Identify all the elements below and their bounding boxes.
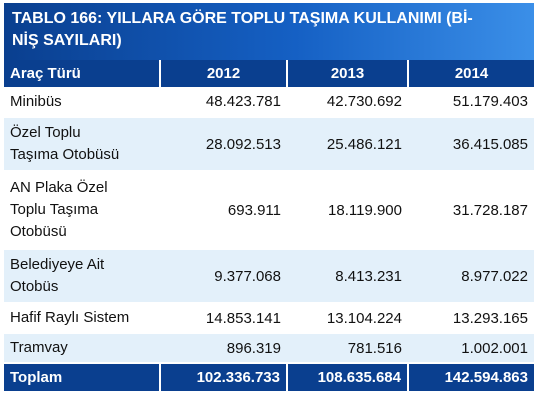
table-row: Tramvay 896.319 781.516 1.002.001 bbox=[4, 333, 534, 364]
value-2013: 42.730.692 bbox=[287, 87, 408, 118]
value-2014: 8.977.022 bbox=[408, 249, 534, 304]
value-2013: 781.516 bbox=[287, 333, 408, 364]
header-2012: 2012 bbox=[159, 60, 287, 87]
value-2012: 28.092.513 bbox=[160, 117, 287, 172]
table-title-line-2: NİŞ SAYILARI) bbox=[12, 32, 122, 49]
value-2012: 9.377.068 bbox=[160, 249, 287, 304]
value-2014: 51.179.403 bbox=[408, 87, 534, 118]
row-label: Hafif Raylı Sistem bbox=[4, 303, 160, 334]
row-label-line: Otobüsü bbox=[10, 223, 67, 240]
value-2013: 25.486.121 bbox=[287, 117, 408, 172]
value-2013: 8.413.231 bbox=[287, 249, 408, 304]
row-label-line: Tramvay bbox=[10, 339, 68, 356]
row-label-line: AN Plaka Özel bbox=[10, 179, 108, 196]
header-row: Araç Türü 2012 2013 2014 bbox=[4, 60, 534, 87]
table-row: Minibüs 48.423.781 42.730.692 51.179.403 bbox=[4, 87, 534, 118]
table-row: AN Plaka Özel Toplu Taşıma Otobüsü 693.9… bbox=[4, 171, 534, 250]
total-2014: 142.594.863 bbox=[407, 363, 534, 391]
row-label: Belediyeye Ait Otobüs bbox=[4, 249, 160, 304]
value-2012: 693.911 bbox=[160, 171, 287, 250]
row-label: AN Plaka Özel Toplu Taşıma Otobüsü bbox=[4, 171, 160, 250]
row-label-line: Taşıma Otobüsü bbox=[10, 146, 120, 163]
value-2014: 1.002.001 bbox=[408, 333, 534, 364]
value-2012: 48.423.781 bbox=[160, 87, 287, 118]
row-label: Özel Toplu Taşıma Otobüsü bbox=[4, 117, 160, 172]
value-2014: 13.293.165 bbox=[408, 303, 534, 334]
table-row: Hafif Raylı Sistem 14.853.141 13.104.224… bbox=[4, 303, 534, 334]
total-row: Toplam 102.336.733 108.635.684 142.594.8… bbox=[4, 363, 534, 391]
table-row: Özel Toplu Taşıma Otobüsü 28.092.513 25.… bbox=[4, 117, 534, 172]
row-label-line: Belediyeye Ait bbox=[10, 256, 105, 273]
row-label-line: Otobüs bbox=[10, 278, 59, 295]
header-2013: 2013 bbox=[286, 60, 408, 87]
row-label: Minibüs bbox=[4, 87, 160, 118]
total-label: Toplam bbox=[4, 363, 160, 391]
table-title-line-1: TABLO 166: YILLARA GÖRE TOPLU TAŞIMA KUL… bbox=[12, 10, 473, 27]
row-label: Tramvay bbox=[4, 333, 160, 364]
total-2013: 108.635.684 bbox=[286, 363, 408, 391]
row-label-line: Toplu Taşıma bbox=[10, 201, 99, 218]
table-title: TABLO 166: YILLARA GÖRE TOPLU TAŞIMA KUL… bbox=[4, 3, 534, 60]
table-row: Belediyeye Ait Otobüs 9.377.068 8.413.23… bbox=[4, 249, 534, 304]
row-label-line: Özel Toplu bbox=[10, 124, 81, 141]
value-2013: 13.104.224 bbox=[287, 303, 408, 334]
table-container: TABLO 166: YILLARA GÖRE TOPLU TAŞIMA KUL… bbox=[4, 3, 534, 391]
header-vehicle-type: Araç Türü bbox=[4, 60, 160, 87]
header-2014: 2014 bbox=[407, 60, 534, 87]
row-label-line: Hafif Raylı Sistem bbox=[10, 309, 130, 326]
value-2014: 36.415.085 bbox=[408, 117, 534, 172]
value-2014: 31.728.187 bbox=[408, 171, 534, 250]
value-2012: 896.319 bbox=[160, 333, 287, 364]
value-2013: 18.119.900 bbox=[287, 171, 408, 250]
row-label-line: Minibüs bbox=[10, 92, 62, 110]
ridership-table: Araç Türü 2012 2013 2014 Minibüs 48.423.… bbox=[4, 60, 534, 391]
value-2012: 14.853.141 bbox=[160, 303, 287, 334]
total-2012: 102.336.733 bbox=[159, 363, 287, 391]
